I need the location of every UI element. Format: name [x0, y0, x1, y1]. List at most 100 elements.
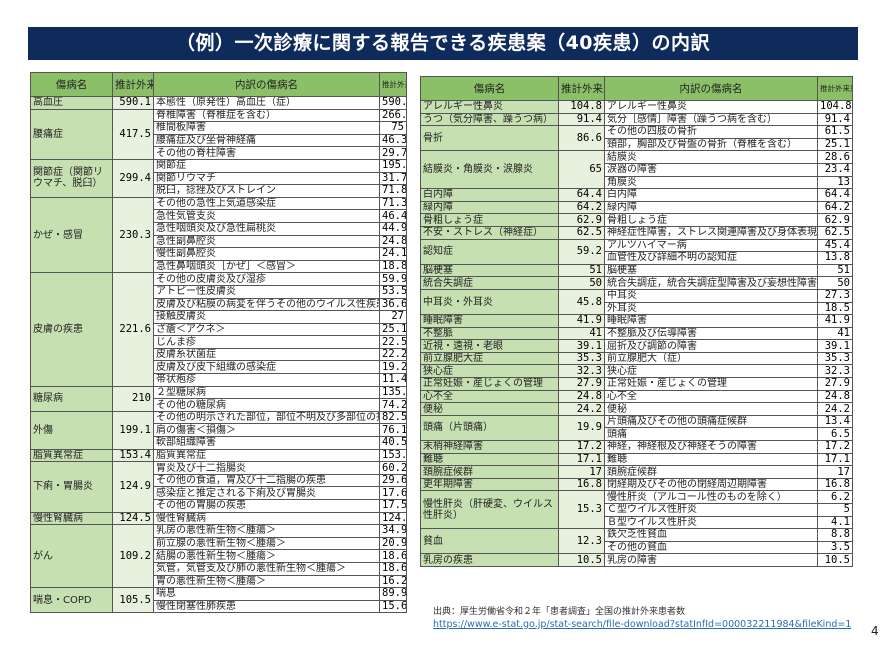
patient-count: 15.3: [558, 490, 605, 530]
sub-disease-name: 帯状疱疹: [153, 373, 380, 387]
sub-disease-name: 関節症: [153, 158, 380, 173]
sub-patient-count: 74.2: [379, 398, 407, 412]
table-row: その他の食道，胃及び十二指腸の疾患 29.6: [31, 473, 407, 488]
sub-disease-name: 本態性（原発性）高血圧（症）: [153, 96, 380, 110]
sub-patient-count: 16.2: [379, 574, 407, 589]
disease-name: 難聴: [420, 452, 559, 467]
sub-disease-name: 頚腕症候群: [604, 465, 818, 479]
sub-patient-count: 18.8: [379, 259, 407, 274]
sub-disease-name: 椎間板障害: [153, 121, 380, 135]
patient-count: 62.5: [558, 225, 605, 240]
sub-patient-count: 82.5: [379, 410, 407, 425]
sub-patient-count: 64.4: [817, 188, 853, 202]
patient-count: 41.9: [558, 314, 605, 328]
table-row: アレルギー性鼻炎 104.8 アレルギー性鼻炎 104.8: [420, 100, 853, 114]
sub-patient-count: 27.3: [817, 288, 853, 303]
patient-count: 153.4: [112, 448, 154, 463]
disease-name: 糖尿病: [30, 385, 113, 412]
sub-disease-name: 喘息: [153, 587, 380, 601]
patient-count: 210: [112, 385, 154, 412]
sub-patient-count: 153.4: [379, 448, 407, 463]
table-row: 頸部，胸部及び骨盤の骨折（脊椎を含む） 25.1: [421, 137, 853, 152]
sub-disease-name: ざ瘡＜アクネ＞: [153, 322, 380, 337]
sub-disease-name: 頸部，胸部及び骨盤の骨折（脊椎を含む）: [604, 137, 818, 152]
sub-disease-name: 脳梗塞: [604, 263, 818, 278]
sub-patient-count: 3.5: [817, 540, 853, 555]
table-row: 不整脈 41 不整脈及び伝導障害 41: [420, 326, 853, 341]
sub-patient-count: 4.1: [817, 515, 853, 530]
sub-patient-count: 124.5: [379, 511, 407, 526]
sub-patient-count: 50: [817, 276, 853, 290]
patient-count: 45.8: [558, 288, 605, 316]
disease-name: 喘息・COPD: [30, 587, 113, 614]
table-row: 乳房の疾患 10.5 乳房の障害 10.5: [420, 553, 853, 567]
disease-name: 皮膚の疾患: [30, 272, 113, 387]
table-row: 貧血 12.3 鉄欠乏性貧血 8.8: [420, 528, 853, 555]
sub-disease-name: アレルギー性鼻炎: [604, 100, 818, 114]
sub-disease-name: 前立腺の悪性新生物＜腫瘍＞: [153, 536, 380, 551]
disease-name: 下痢・胃腸炎: [30, 461, 113, 513]
patient-count: 109.2: [112, 524, 154, 589]
disease-name: 狭心症: [420, 364, 559, 379]
sub-patient-count: 46.3: [379, 133, 407, 148]
disease-name: 不整脈: [420, 326, 559, 341]
sub-disease-name: 急性気管支炎: [153, 209, 380, 223]
sub-disease-name: 軟部組織障害: [153, 436, 380, 450]
sub-patient-count: 29.6: [379, 473, 407, 488]
sub-patient-count: 71.8: [379, 184, 407, 198]
sub-patient-count: 28.6: [817, 150, 853, 164]
sub-patient-count: 25.1: [817, 137, 853, 152]
sub-disease-name: その他の皮膚炎及び湿疹: [153, 272, 380, 286]
sub-disease-name: 気分［感情］障害（躁うつ病を含む）: [604, 112, 818, 127]
sub-disease-name: 結膜炎: [604, 150, 818, 164]
sub-disease-name: 中耳炎: [604, 288, 818, 303]
sub-patient-count: 75: [379, 121, 407, 135]
sub-patient-count: 18.6: [379, 561, 407, 576]
header-sub-disease-name: 内訳の傷病名: [153, 72, 380, 97]
table-row: 皮膚の疾患 221.6 その他の皮膚炎及び湿疹 59.9: [30, 272, 407, 387]
table-row: がん 109.2 乳房の悪性新生物＜腫瘍＞ 34.9: [30, 524, 407, 589]
patient-count: 199.1: [112, 410, 154, 450]
sub-disease-name: 肩の傷害＜損傷＞: [153, 423, 380, 438]
sub-disease-name: 難聴: [604, 452, 818, 467]
patient-count: 124.5: [112, 511, 154, 526]
sub-patient-count: 20.9: [379, 536, 407, 551]
sub-disease-name: 閉経期及びその他の閉経周辺期障害: [604, 477, 818, 492]
table-row: 気管，気管支及び肺の悪性新生物＜腫瘍＞ 18.6: [31, 561, 407, 576]
disease-name: 緑内障: [420, 200, 559, 215]
sub-patient-count: 135.8: [379, 385, 407, 400]
table-row: その他の脊柱障害 29.7: [31, 146, 407, 160]
sub-disease-name: ２型糖尿病: [153, 385, 380, 400]
disease-name: 貧血: [420, 528, 559, 555]
sub-patient-count: 24.8: [379, 234, 407, 249]
sub-disease-name: 脊椎障害（脊椎症を含む）: [153, 108, 380, 123]
disease-name: アレルギー性鼻炎: [420, 100, 559, 114]
disease-name: 結膜炎・角膜炎・涙腺炎: [420, 150, 559, 190]
sub-disease-name: 血管性及び詳細不明の認知症: [604, 251, 818, 265]
disease-name: 中耳炎・外耳炎: [420, 288, 559, 316]
sub-patient-count: 32.3: [817, 364, 853, 379]
patient-count: 64.4: [558, 188, 605, 202]
disease-name: 外傷: [30, 410, 113, 450]
table-row: 末梢神経障害 17.2 神経，神経根及び神経そうの障害 17.2: [420, 440, 853, 454]
disease-name: 脳梗塞: [420, 263, 559, 278]
sub-disease-name: 乳房の悪性新生物＜腫瘍＞: [153, 524, 380, 538]
table-row: 近視・遠視・老眼 39.1 屈折及び調節の障害 39.1: [420, 339, 853, 353]
disease-name: 骨折: [420, 125, 559, 152]
sub-patient-count: 53.5: [379, 284, 407, 299]
patient-count: 16.8: [558, 477, 605, 492]
table-row: 下痢・胃腸炎 124.9 胃炎及び十二指腸炎 60.2: [30, 461, 407, 513]
source-link[interactable]: https://www.e-stat.go.jp/stat-search/fil…: [433, 619, 852, 630]
source-note: 出典：厚生労働省令和２年「患者調査」全国の推計外来患者数 https://www…: [433, 604, 851, 630]
sub-patient-count: 23.4: [817, 162, 853, 177]
disease-name: 慢性肝炎（肝硬変、ウイルス性肝炎）: [420, 490, 559, 530]
sub-patient-count: 51: [817, 263, 853, 278]
sub-disease-name: 気管，気管支及び肺の悪性新生物＜腫瘍＞: [153, 561, 380, 576]
sub-disease-name: その他の胃腸の疾患: [153, 499, 380, 513]
sub-patient-count: 8.8: [817, 528, 853, 542]
sub-patient-count: 62.5: [817, 225, 853, 240]
